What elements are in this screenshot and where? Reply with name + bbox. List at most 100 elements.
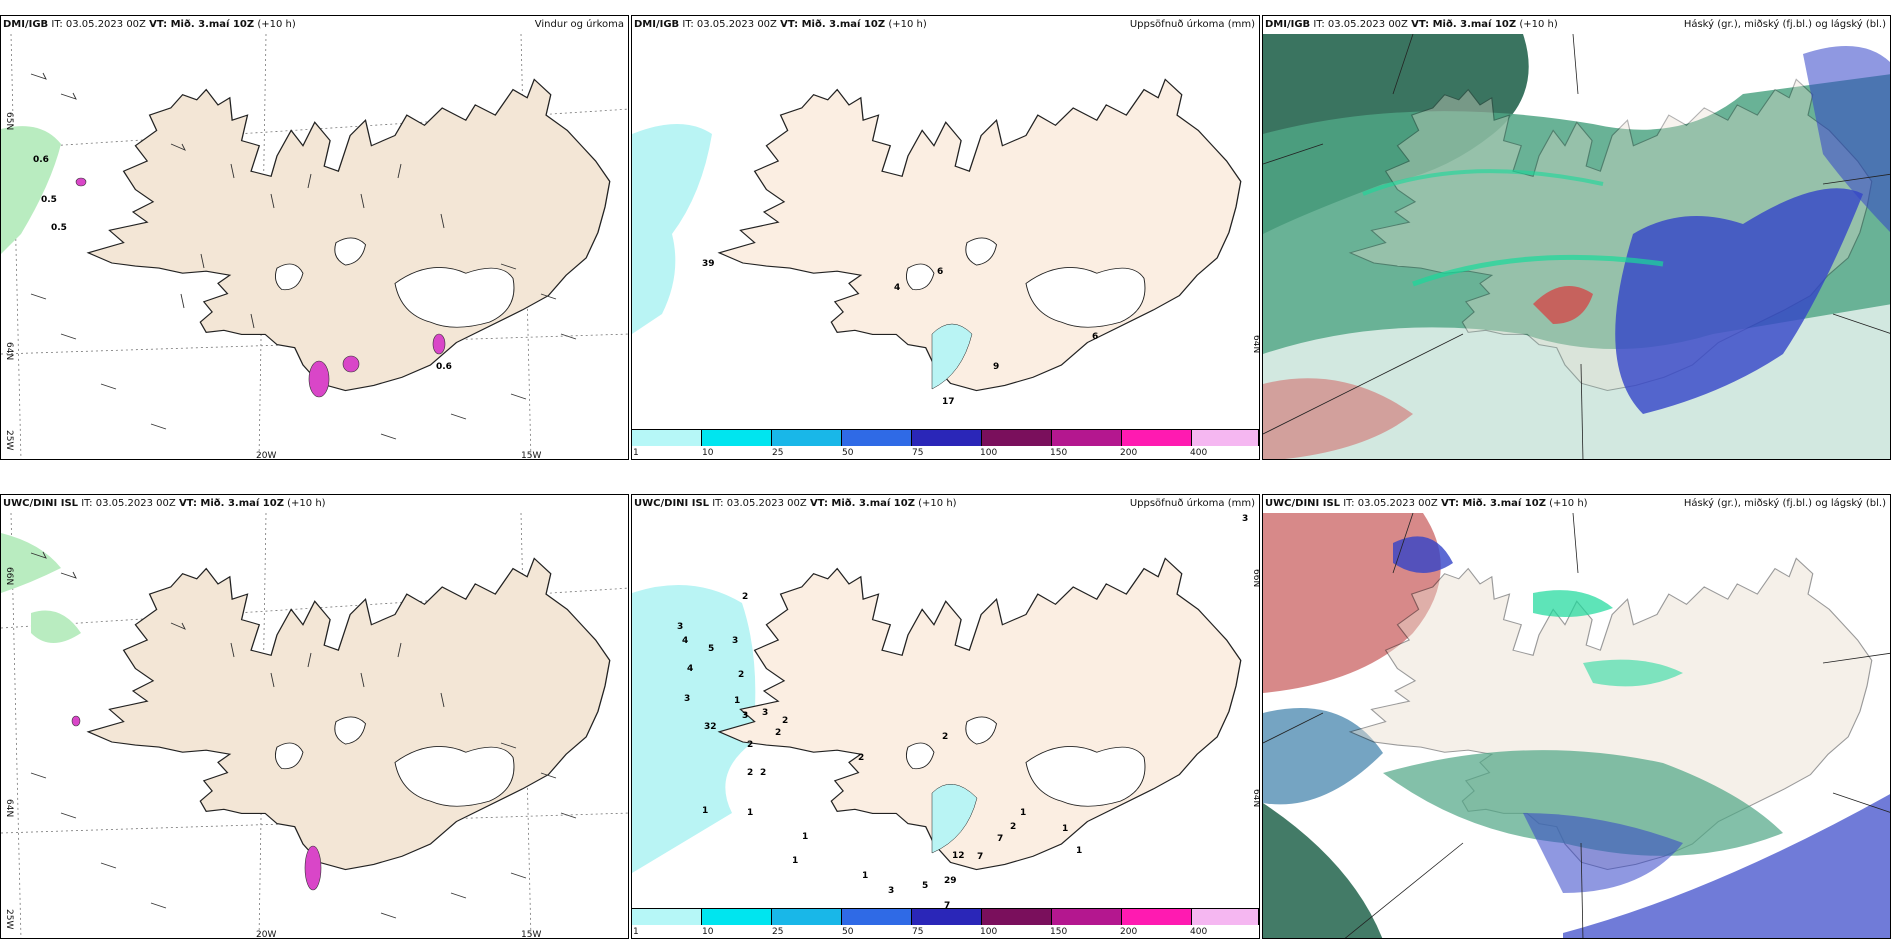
lat-label: 65N: [4, 112, 14, 130]
precip-magenta-cells: [71, 715, 322, 891]
init-time: IT: 03.05.2023 00Z: [712, 498, 807, 509]
precip-label: 1: [862, 871, 868, 881]
lon-label: 20W: [256, 451, 276, 460]
colorbar-swatch: [912, 429, 982, 446]
lead-time: (+10 h): [287, 498, 326, 509]
precip-area: [632, 585, 756, 873]
colorbar-tick: 25: [772, 927, 784, 937]
colorbar-swatch: [772, 908, 842, 925]
colorbar-swatch: [1192, 429, 1259, 446]
colorbar-tick: 150: [1050, 927, 1068, 937]
precip-label: 2: [858, 753, 864, 763]
panel-header: DMI/IGB IT: 03.05.2023 00Z VT: Mið. 3.ma…: [3, 19, 624, 33]
colorbar-tick: 25: [772, 448, 784, 458]
map-accum-precip: 3 2 3 4 5 3 4 2 3 1 3 2 3 32 2 2 2 2 1 1…: [632, 514, 1259, 910]
model-source: DMI/IGB: [3, 19, 49, 30]
colorbar-swatch: [912, 908, 982, 925]
precip-label: 0.5: [41, 195, 57, 205]
colorbar-tick: 400: [1190, 448, 1208, 458]
precip-label: 6: [1092, 332, 1098, 342]
panel-header: UWC/DINI ISL IT: 03.05.2023 00Z VT: Mið.…: [634, 498, 1255, 512]
colorbar-swatch: [772, 429, 842, 446]
panel-title: Vindur og úrkoma: [534, 19, 624, 30]
model-source: DMI/IGB: [1265, 19, 1311, 30]
precip-label: 0.6: [33, 155, 49, 165]
panel-title: Uppsöfnuð úrkoma (mm): [1129, 498, 1255, 509]
precip-label: 3: [888, 886, 894, 896]
colorbar-swatch: [982, 908, 1052, 925]
panel-header: UWC/DINI ISL IT: 03.05.2023 00Z VT: Mið.…: [1265, 498, 1886, 512]
precip-label: 3: [684, 694, 690, 704]
panel-accum-precip-uwc: UWC/DINI ISL IT: 03.05.2023 00Z VT: Mið.…: [631, 494, 1260, 939]
lat-label: 64N: [1251, 335, 1260, 353]
colorbar: 1 10 25 50 75 100 150 200 400: [632, 429, 1259, 459]
precip-label: 2: [738, 670, 744, 680]
colorbar-tick: 50: [842, 927, 854, 937]
panel-clouds-uwc: UWC/DINI ISL IT: 03.05.2023 00Z VT: Mið.…: [1262, 494, 1891, 939]
map-wind-precip: 20W 15W 66N 64N 25W: [1, 513, 628, 939]
init-time: IT: 03.05.2023 00Z: [682, 19, 777, 30]
lead-time: (+10 h): [1549, 498, 1588, 509]
precip-label: 1: [802, 832, 808, 842]
lat-label: 25W: [4, 909, 14, 929]
precip-area: [931, 323, 973, 390]
precip-green-area: [31, 610, 81, 643]
precip-label: 9: [993, 362, 999, 372]
panel-title: Háský (gr.), miðský (fj.bl.) og lágský (…: [1683, 19, 1886, 30]
panel-header: UWC/DINI ISL IT: 03.05.2023 00Z VT: Mið.…: [3, 498, 624, 512]
precip-label: 12: [952, 851, 965, 861]
valid-time: VT: Mið. 3.maí 10Z: [1411, 19, 1517, 30]
precip-number-labels: 3 2 3 4 5 3 4 2 3 1 3 2 3 32 2 2 2 2 1 1…: [677, 514, 1248, 910]
panel-wind-precip-uwc: UWC/DINI ISL IT: 03.05.2023 00Z VT: Mið.…: [0, 494, 629, 939]
precip-label: 5: [922, 881, 928, 891]
init-time: IT: 03.05.2023 00Z: [1343, 498, 1438, 509]
colorbar-swatch: [842, 429, 912, 446]
colorbar-swatch: [1122, 908, 1192, 925]
precip-label: 2: [747, 740, 753, 750]
precip-label: 1: [792, 856, 798, 866]
lead-time: (+10 h): [918, 498, 957, 509]
colorbar-tick: 400: [1190, 927, 1208, 937]
precip-label: 0.6: [436, 362, 452, 372]
lon-label: 15W: [521, 451, 541, 460]
precip-green-area: [1, 126, 61, 254]
precip-label: 32: [704, 722, 717, 732]
lon-label: 20W: [256, 930, 276, 939]
map-cloud-cover: [1263, 34, 1890, 459]
precip-label: 39: [702, 259, 715, 269]
precip-label: 2: [760, 768, 766, 778]
colorbar-tick: 75: [912, 927, 924, 937]
precip-label: 1: [1020, 808, 1026, 818]
panel-title: Háský (gr.), miðský (fj.bl.) og lágský (…: [1683, 498, 1886, 509]
colorbar-tick: 1: [633, 448, 639, 458]
colorbar-tick: 10: [702, 448, 714, 458]
colorbar-swatch: [1052, 908, 1122, 925]
valid-time: VT: Mið. 3.maí 10Z: [149, 19, 255, 30]
colorbar-tick: 150: [1050, 448, 1068, 458]
precip-label: 7: [944, 901, 950, 910]
colorbar-swatch: [1052, 429, 1122, 446]
colorbar-swatch: [982, 429, 1052, 446]
precip-label: 2: [1010, 822, 1016, 832]
precip-area: [931, 784, 978, 854]
model-source: DMI/IGB: [634, 19, 680, 30]
precip-label: 1: [702, 806, 708, 816]
map-accum-precip: 39 4 6 9 17 6 64N: [632, 78, 1260, 407]
colorbar-tick: 100: [980, 927, 998, 937]
precip-green-area: [1, 533, 61, 593]
map-wind-precip: 0.6 0.5 0.5 0.6 20W 15W 65N 64N 25W: [1, 34, 628, 460]
lead-time: (+10 h): [257, 19, 296, 30]
colorbar-tick: 50: [842, 448, 854, 458]
precip-label: 3: [762, 708, 768, 718]
precip-label: 2: [742, 592, 748, 602]
model-source: UWC/DINI ISL: [1265, 498, 1341, 509]
precip-label: 1: [1062, 824, 1068, 834]
colorbar-tick: 200: [1120, 448, 1138, 458]
valid-time: VT: Mið. 3.maí 10Z: [1440, 498, 1546, 509]
precip-label: 29: [944, 876, 957, 886]
precip-label: 3: [1242, 514, 1248, 524]
wind-barbs: [30, 551, 577, 919]
init-time: IT: 03.05.2023 00Z: [1313, 19, 1408, 30]
lead-time: (+10 h): [1519, 19, 1558, 30]
colorbar-swatch: [632, 429, 702, 446]
